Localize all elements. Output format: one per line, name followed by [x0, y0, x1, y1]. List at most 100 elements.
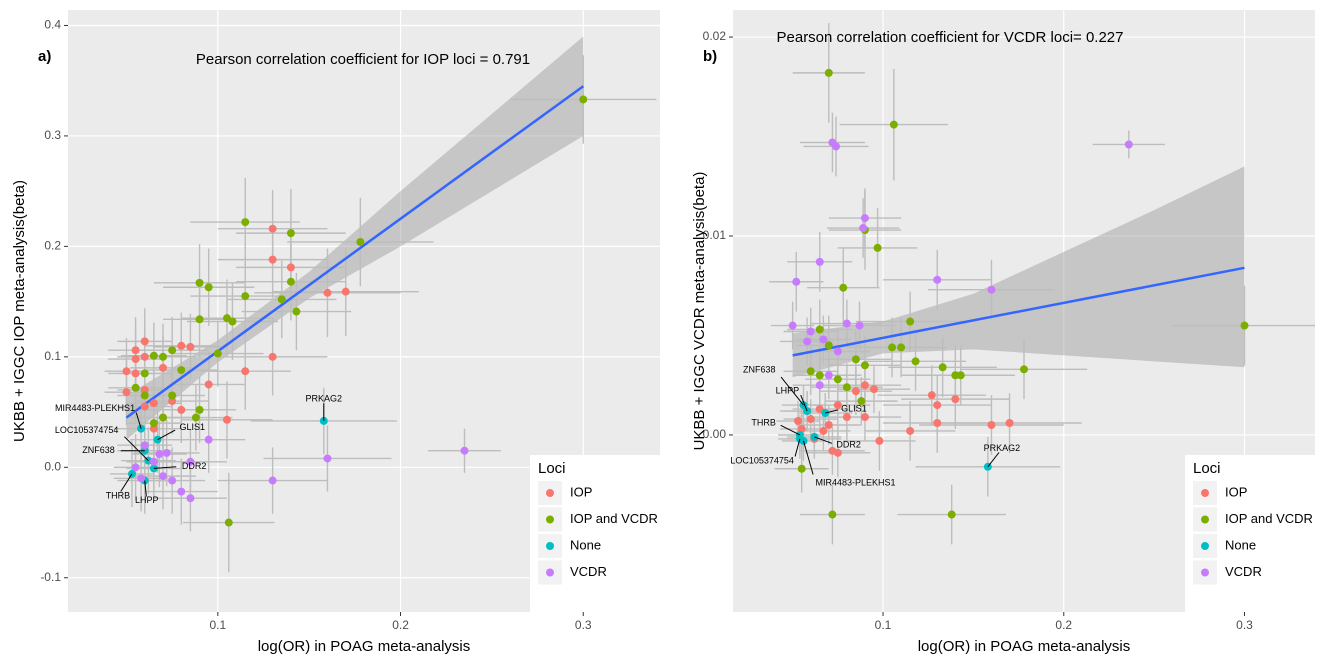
legend: Loci IOP IOP and VCDR None VCDR: [1185, 455, 1315, 612]
annotation: Pearson correlation coefficient for VCDR…: [777, 29, 1124, 46]
point-label: THRB: [106, 490, 131, 500]
point: [168, 391, 177, 400]
point: [987, 420, 996, 429]
label-leader: [794, 438, 801, 457]
point: [268, 476, 277, 485]
legend-swatch: [1201, 568, 1209, 577]
label-leader: [780, 376, 804, 406]
legend-swatch: [1201, 542, 1209, 550]
point: [186, 342, 195, 351]
point: [828, 510, 837, 519]
point: [149, 457, 158, 466]
point: [241, 367, 250, 376]
point: [857, 397, 866, 406]
y-axis-title: UKBB + IGGC IOP meta-analysis(beta): [11, 180, 28, 442]
legend-label: None: [1225, 537, 1256, 552]
x-tick-label: 0.2: [1055, 618, 1072, 632]
point: [889, 120, 898, 129]
point: [159, 363, 168, 372]
y-tick-label: -0.1: [40, 570, 61, 584]
point: [815, 257, 824, 266]
point: [833, 401, 842, 410]
regression-line: [125, 85, 584, 419]
legend-label: IOP: [1225, 484, 1247, 499]
point: [341, 287, 350, 296]
point: [177, 487, 186, 496]
panel-label: a): [38, 48, 51, 65]
point: [168, 346, 177, 355]
point: [177, 405, 186, 414]
legend: Loci IOP IOP and VCDR None VCDR: [530, 455, 660, 612]
point: [159, 472, 168, 481]
point: [460, 446, 469, 455]
confidence-band: [126, 36, 584, 440]
point: [911, 357, 920, 366]
label-leader: [814, 436, 833, 444]
point: [897, 343, 906, 352]
label-leader: [153, 466, 177, 469]
y-tick-label: 0.4: [44, 18, 61, 32]
point: [951, 395, 960, 404]
point: [869, 385, 878, 394]
legend-label: VCDR: [1225, 564, 1262, 579]
point: [204, 435, 213, 444]
point: [155, 450, 164, 459]
legend-swatch: [546, 542, 554, 550]
legend-title: Loci: [538, 460, 566, 477]
point: [186, 494, 195, 503]
legend-label: IOP: [570, 484, 592, 499]
x-axis-title: log(OR) in POAG meta-analysis: [258, 638, 471, 655]
point: [131, 383, 140, 392]
point: [806, 327, 815, 336]
label-leader: [803, 440, 814, 475]
label-leader: [987, 452, 1000, 468]
point: [860, 361, 869, 370]
y-tick-label: 0.01: [703, 228, 727, 242]
point: [159, 352, 168, 361]
point: [268, 352, 277, 361]
point-label: ZNF638: [743, 364, 776, 374]
point: [140, 352, 149, 361]
y-tick-label: 0.0: [44, 459, 61, 473]
point: [268, 255, 277, 264]
point: [819, 426, 828, 435]
point-label: DDR2: [182, 461, 207, 471]
panel: 0.00 0.01 0.02 0.1 0.2 0.3 PRKAG2 GLIS1 ZNF638 LH…: [691, 10, 1315, 655]
point: [140, 337, 149, 346]
point: [828, 446, 837, 455]
label-leader: [124, 436, 149, 462]
legend-label: None: [570, 537, 601, 552]
point: [819, 335, 828, 344]
regression-line: [792, 266, 1245, 357]
point: [888, 343, 897, 352]
point: [860, 214, 869, 223]
x-tick-label: 0.1: [209, 618, 226, 632]
point: [824, 371, 833, 380]
point: [933, 275, 942, 284]
point: [159, 413, 168, 422]
point: [149, 424, 158, 433]
point: [195, 405, 204, 414]
point: [842, 319, 851, 328]
point: [824, 68, 833, 77]
point: [195, 278, 204, 287]
point: [323, 288, 332, 297]
label-leader: [135, 412, 142, 429]
point: [162, 448, 171, 457]
point: [131, 346, 140, 355]
point: [140, 402, 149, 411]
legend-background: [530, 455, 660, 612]
legend-swatch: [1201, 489, 1209, 497]
x-tick-label: 0.3: [1236, 618, 1253, 632]
point: [815, 325, 824, 334]
y-tick-label: 0.02: [703, 29, 727, 43]
legend-background: [1185, 455, 1315, 612]
x-tick-label: 0.1: [875, 618, 892, 632]
point-label: PRKAG2: [306, 393, 343, 403]
annotation: Pearson correlation coefficient for IOP …: [196, 51, 530, 68]
point: [806, 415, 815, 424]
point: [356, 237, 365, 246]
point-label: LOC105374754: [55, 425, 119, 435]
y-tick-label: 0.00: [703, 427, 727, 441]
confidence-band: [792, 166, 1245, 378]
